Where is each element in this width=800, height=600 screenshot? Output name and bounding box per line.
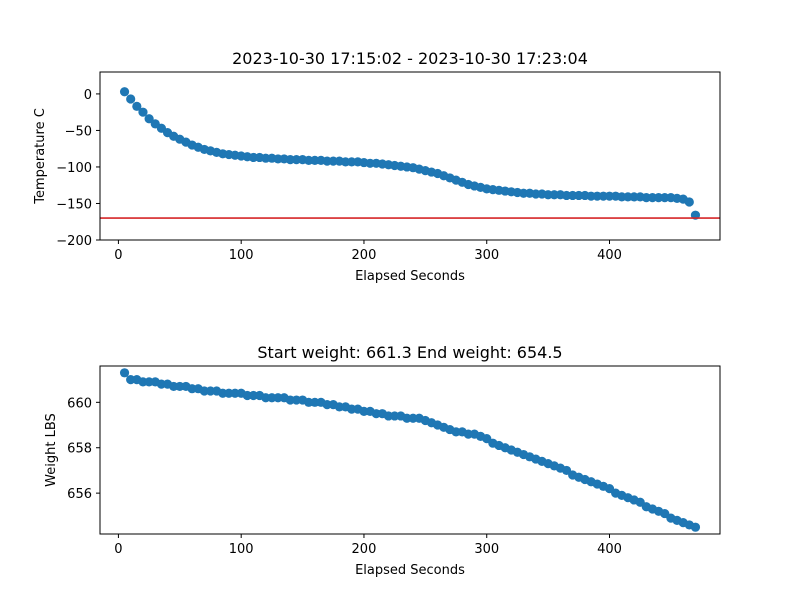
- temperature-y-tick-label: −50: [65, 124, 92, 139]
- weight-data-point: [119, 368, 130, 378]
- weight-chart-title: Start weight: 661.3 End weight: 654.5: [257, 343, 562, 362]
- weight-x-tick-label: 200: [352, 542, 377, 557]
- weight-data-point: [690, 522, 701, 532]
- weight-y-tick-label: 660: [67, 396, 92, 411]
- temperature-y-axis-label: Temperature C: [33, 108, 48, 205]
- temperature-x-tick-label: 0: [114, 248, 122, 263]
- temperature-chart: 2023-10-30 17:15:02 - 2023-10-30 17:23:0…: [33, 49, 721, 284]
- temperature-chart-title: 2023-10-30 17:15:02 - 2023-10-30 17:23:0…: [232, 49, 588, 68]
- weight-y-axis-label: Weight LBS: [44, 413, 59, 487]
- temperature-x-tick-label: 200: [352, 248, 377, 263]
- temperature-y-tick-label: 0: [84, 88, 92, 103]
- weight-y-tick-label: 658: [67, 442, 92, 457]
- temperature-x-tick-label: 400: [597, 248, 622, 263]
- weight-y-tick-label: 656: [67, 487, 92, 502]
- temperature-y-tick-label: −200: [56, 234, 92, 249]
- temperature-x-tick-label: 100: [229, 248, 254, 263]
- weight-chart: Start weight: 661.3 End weight: 654.5 El…: [44, 343, 721, 578]
- temperature-data-point: [684, 197, 694, 207]
- temperature-x-axis-label: Elapsed Seconds: [355, 269, 465, 284]
- weight-x-tick-label: 300: [474, 542, 499, 557]
- temperature-plot-frame: [99, 71, 721, 241]
- weight-x-tick-label: 400: [597, 542, 622, 557]
- temperature-data-point: [119, 87, 130, 97]
- weight-x-axis-label: Elapsed Seconds: [355, 563, 465, 578]
- temperature-data-point: [132, 101, 142, 111]
- weight-x-tick-label: 0: [114, 542, 122, 557]
- temperature-y-tick-label: −150: [56, 197, 92, 212]
- weight-x-tick-label: 100: [229, 542, 254, 557]
- temperature-data-point: [144, 114, 154, 124]
- weight-plot-frame: [99, 365, 721, 535]
- temperature-data-point: [138, 107, 148, 117]
- temperature-data-point: [126, 94, 136, 104]
- temperature-x-tick-label: 300: [474, 248, 499, 263]
- temperature-y-tick-label: −100: [56, 161, 92, 176]
